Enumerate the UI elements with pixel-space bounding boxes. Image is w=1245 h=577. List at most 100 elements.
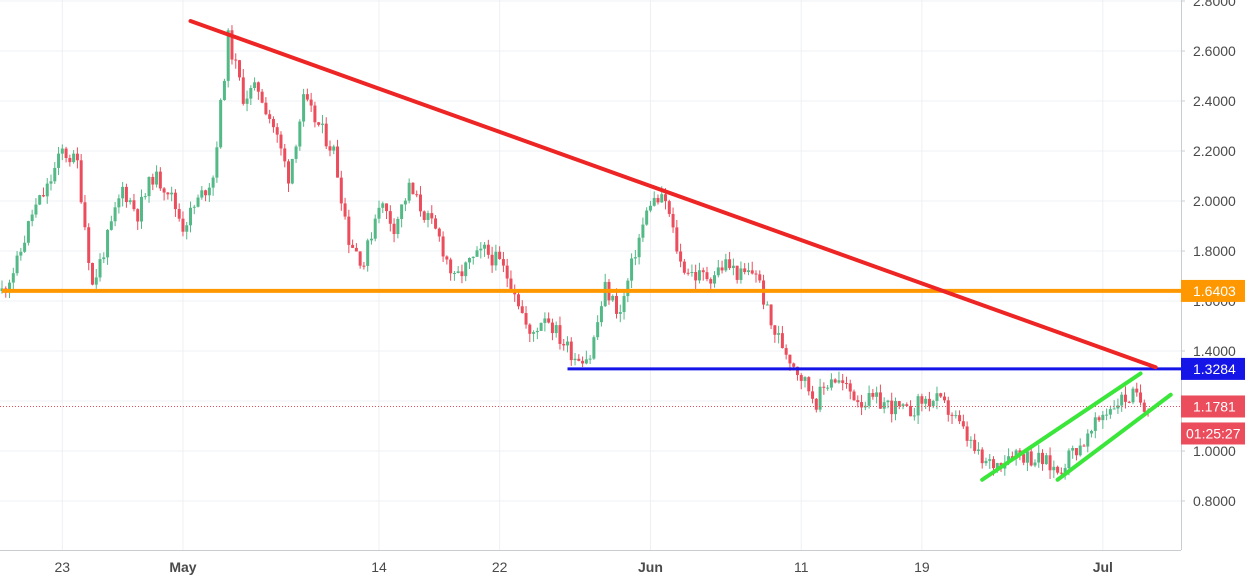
candle-body [177, 209, 181, 219]
y-tick-label: 0.8000 [1193, 493, 1236, 509]
candle-body [867, 393, 871, 406]
candle-body [305, 94, 309, 100]
channel-line-lower[interactable] [1055, 392, 1173, 482]
candle-body [339, 177, 343, 204]
time-axis[interactable]: 23 May 14 22 Jun 11 19 Jul [0, 550, 1181, 576]
candle-body [260, 91, 264, 103]
candle-body [72, 153, 76, 163]
candle-body [848, 383, 852, 392]
candle-body [950, 414, 954, 416]
candle-body [219, 99, 223, 148]
channel-line-upper[interactable] [980, 371, 1143, 482]
candle-body [648, 205, 652, 211]
candle-body [633, 257, 637, 259]
candle-body [132, 200, 136, 210]
candle-body [886, 400, 890, 403]
candle-body [566, 341, 569, 346]
candle-body [630, 258, 634, 281]
candle-body [283, 148, 287, 162]
candle-body [1139, 392, 1143, 403]
candle-body [897, 401, 901, 407]
candle-body [1007, 456, 1011, 463]
candle-body [143, 196, 147, 198]
candle-body [87, 227, 91, 263]
candle-body [68, 158, 72, 163]
y-tick-label: 2.6000 [1193, 43, 1236, 59]
candle-body [720, 267, 724, 271]
y-tick-label: 2.4000 [1193, 93, 1236, 109]
candle-body [520, 306, 524, 314]
candle-body [106, 229, 110, 258]
candle-body [713, 275, 717, 284]
candle-body [1056, 466, 1060, 473]
candle-body [935, 393, 939, 401]
candle-body [558, 325, 562, 344]
candle-body [976, 449, 980, 451]
candle-body [694, 272, 698, 281]
candle-body [253, 82, 257, 88]
candle-body [769, 304, 773, 326]
candle-body [430, 213, 434, 219]
candle-body [1101, 414, 1105, 421]
candle-body [1071, 448, 1075, 451]
candle-body [351, 244, 355, 248]
candle-body [735, 265, 739, 280]
candle-body [1059, 472, 1063, 474]
candle-body [328, 146, 332, 151]
x-tick-label: 22 [492, 559, 508, 575]
candle-body [1029, 451, 1033, 466]
candle-body [1123, 394, 1127, 402]
candle-body [505, 265, 509, 279]
candle-body [569, 341, 573, 361]
candle-body [784, 348, 788, 355]
candle-body [215, 147, 219, 178]
candle-body [890, 400, 894, 415]
candle-body [682, 261, 686, 273]
candle-body [528, 324, 532, 334]
candle-body [445, 256, 449, 260]
candle-body [207, 187, 211, 196]
candle-body [909, 405, 913, 417]
candle-body [268, 114, 272, 119]
candle-body [271, 118, 275, 128]
candle-body [709, 279, 713, 284]
candle-body [313, 105, 317, 123]
x-tick-label: May [169, 559, 196, 575]
candle-body [230, 30, 234, 60]
candle-body [234, 59, 238, 61]
candle-body [532, 332, 536, 334]
candle-body [494, 251, 498, 266]
candle-body [90, 262, 94, 285]
candle-body [98, 259, 102, 278]
candle-body [818, 386, 822, 410]
candle-body [882, 402, 886, 409]
price-tag-label: 1.1781 [1193, 398, 1236, 414]
candle-body [875, 392, 879, 397]
downtrend-line[interactable] [188, 19, 1158, 370]
candle-body [45, 183, 49, 197]
candle-body [366, 240, 370, 266]
candle-body [773, 325, 777, 335]
candle-body [795, 366, 799, 376]
candle-body [1120, 394, 1124, 406]
candle-body [501, 259, 505, 266]
y-tick-label: 2.0000 [1193, 193, 1236, 209]
candle-body [486, 244, 490, 255]
candle-body [181, 218, 185, 232]
candle-body [23, 242, 27, 252]
candle-body [664, 194, 668, 202]
candle-body [961, 421, 965, 427]
candle-body [173, 192, 177, 210]
candle-body [392, 223, 396, 235]
candle-body [336, 146, 340, 178]
candle-body [943, 396, 946, 401]
candle-body [758, 274, 762, 281]
price-axis[interactable]: 0.80001.00001.20001.40001.60001.80002.00… [1181, 0, 1236, 550]
y-tick-label: 1.4000 [1193, 343, 1236, 359]
x-tick-label: 14 [371, 559, 387, 575]
candle-body [516, 294, 520, 307]
candle-body [264, 102, 268, 115]
candle-body [396, 218, 400, 235]
candle-body [577, 358, 581, 361]
